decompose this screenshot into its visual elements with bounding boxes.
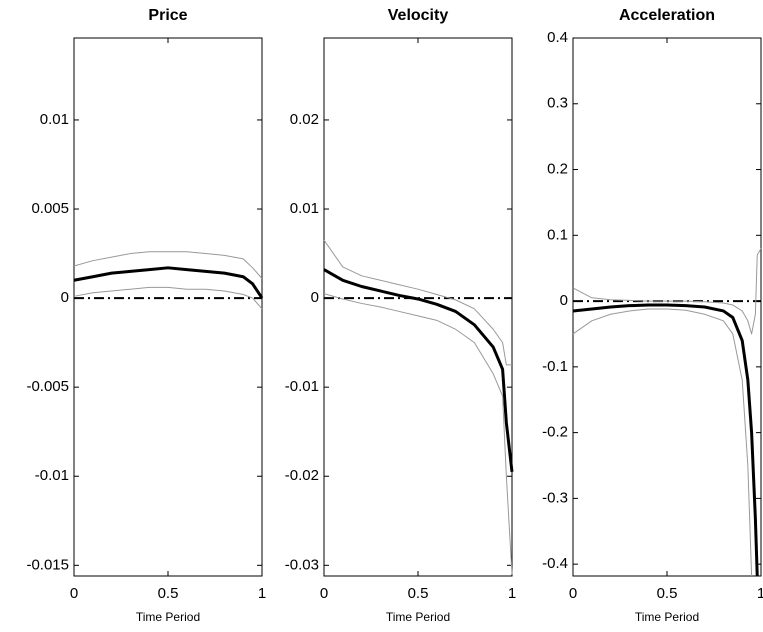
series-line <box>323 293 513 575</box>
axes-box <box>323 37 513 577</box>
x-tick-label: 1 <box>757 585 763 602</box>
y-tick-label: -0.01 <box>35 467 69 484</box>
y-tick-label: 0.01 <box>290 200 319 217</box>
x-tick-label: 1 <box>258 585 266 602</box>
x-tick-label: 0.5 <box>158 585 179 602</box>
x-tick-label: 0.5 <box>657 585 678 602</box>
series-line <box>73 251 263 279</box>
y-tick-label: 0.005 <box>31 200 69 217</box>
series-line <box>73 266 264 299</box>
y-tick-label: 0.3 <box>547 95 568 112</box>
y-tick-label: 0.01 <box>40 111 69 128</box>
y-tick-label: 0.02 <box>290 111 319 128</box>
subplot-title: Acceleration <box>619 7 715 24</box>
x-tick-label: 0.5 <box>408 585 429 602</box>
y-tick-label: 0 <box>560 292 568 309</box>
axes-box <box>73 37 263 577</box>
series-line <box>572 248 762 335</box>
y-tick-label: -0.005 <box>26 378 69 395</box>
y-tick-label: -0.02 <box>285 467 319 484</box>
series-line <box>323 239 512 366</box>
y-tick-label: -0.1 <box>542 358 568 375</box>
y-tick-label: 0.4 <box>547 29 568 46</box>
y-tick-label: 0 <box>61 289 69 306</box>
y-tick-label: -0.015 <box>26 556 69 573</box>
x-axis-label: Time Period <box>635 610 699 624</box>
subplot-title: Price <box>148 7 187 24</box>
x-axis-label: Time Period <box>386 610 450 624</box>
y-tick-label: -0.2 <box>542 424 568 441</box>
series-line <box>323 268 514 472</box>
x-tick-label: 0 <box>569 585 577 602</box>
y-tick-label: 0.1 <box>547 226 568 243</box>
x-axis-label: Time Period <box>136 610 200 624</box>
x-tick-label: 1 <box>508 585 516 602</box>
x-tick-label: 0 <box>320 585 328 602</box>
x-tick-label: 0 <box>70 585 78 602</box>
series-line <box>73 286 263 310</box>
y-tick-label: -0.3 <box>542 489 568 506</box>
y-tick-label: -0.03 <box>285 556 319 573</box>
y-tick-label: -0.4 <box>542 555 568 572</box>
series-line <box>572 308 753 577</box>
y-tick-label: 0 <box>311 289 319 306</box>
subplot-title: Velocity <box>388 7 449 24</box>
series-line <box>572 303 759 577</box>
y-tick-label: -0.01 <box>285 378 319 395</box>
y-tick-label: 0.2 <box>547 161 568 178</box>
